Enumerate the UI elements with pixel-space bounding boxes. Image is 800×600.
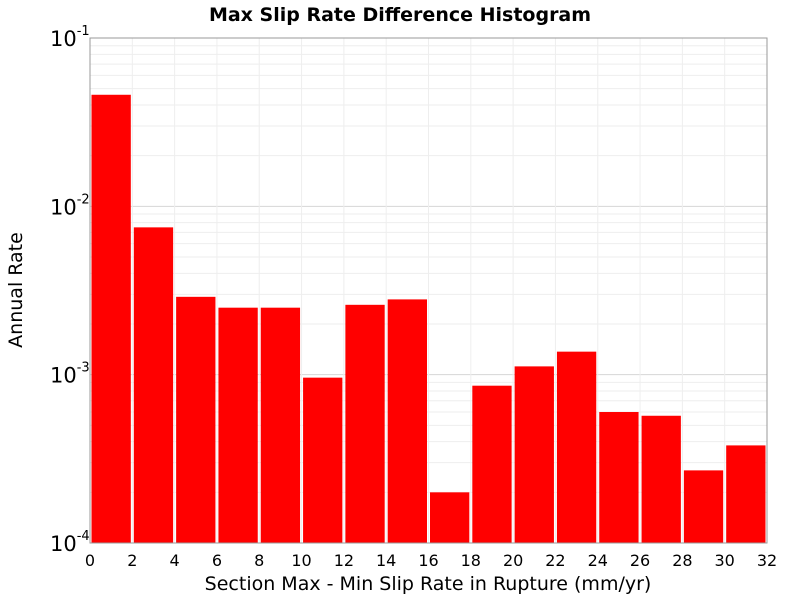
x-tick-label: 26 [630,551,650,570]
y-axis-label: Annual Rate [5,232,27,348]
x-axis-label: Section Max - Min Slip Rate in Rupture (… [205,573,652,595]
histogram-bar [599,412,638,543]
y-tick-label: 10-3 [50,361,90,388]
y-tick-label: 10-1 [50,24,90,51]
x-tick-label: 18 [461,551,481,570]
x-tick-label: 6 [212,551,222,570]
x-tick-label: 16 [418,551,438,570]
histogram-bar [726,445,765,543]
y-tick-labels: 10-4 10-3 10-2 10-1 [50,24,90,556]
x-tick-label: 24 [588,551,608,570]
x-tick-label: 0 [85,551,95,570]
chart-title: Max Slip Rate Difference Histogram [209,4,591,26]
histogram-bar [303,378,342,543]
histogram-bar [557,352,596,543]
histogram-bar [472,386,511,543]
histogram-bar [430,492,469,543]
histogram-bar [684,470,723,543]
x-tick-label: 2 [127,551,137,570]
x-tick-label: 32 [757,551,777,570]
x-tick-label: 12 [334,551,354,570]
histogram-bar [515,366,554,543]
histogram-bar [92,95,131,543]
histogram-bar [642,416,681,543]
y-tick-label: 10-2 [50,192,90,219]
histogram-bar [134,227,173,543]
x-tick-label: 28 [672,551,692,570]
histogram-bar [218,308,257,543]
histogram-bar [345,305,384,543]
x-tick-label: 4 [170,551,180,570]
histogram-bar [388,299,427,543]
x-tick-label: 8 [254,551,264,570]
histogram-bar [261,308,300,543]
x-tick-label: 30 [715,551,735,570]
x-tick-label: 10 [291,551,311,570]
y-tick-label: 10-4 [50,529,90,556]
x-tick-labels: 0 2 4 6 8 10 12 14 16 18 20 22 24 26 28 30 32 [85,551,777,570]
histogram-bar [176,297,215,543]
x-tick-label: 14 [376,551,396,570]
x-tick-label: 22 [545,551,565,570]
x-tick-label: 20 [503,551,523,570]
